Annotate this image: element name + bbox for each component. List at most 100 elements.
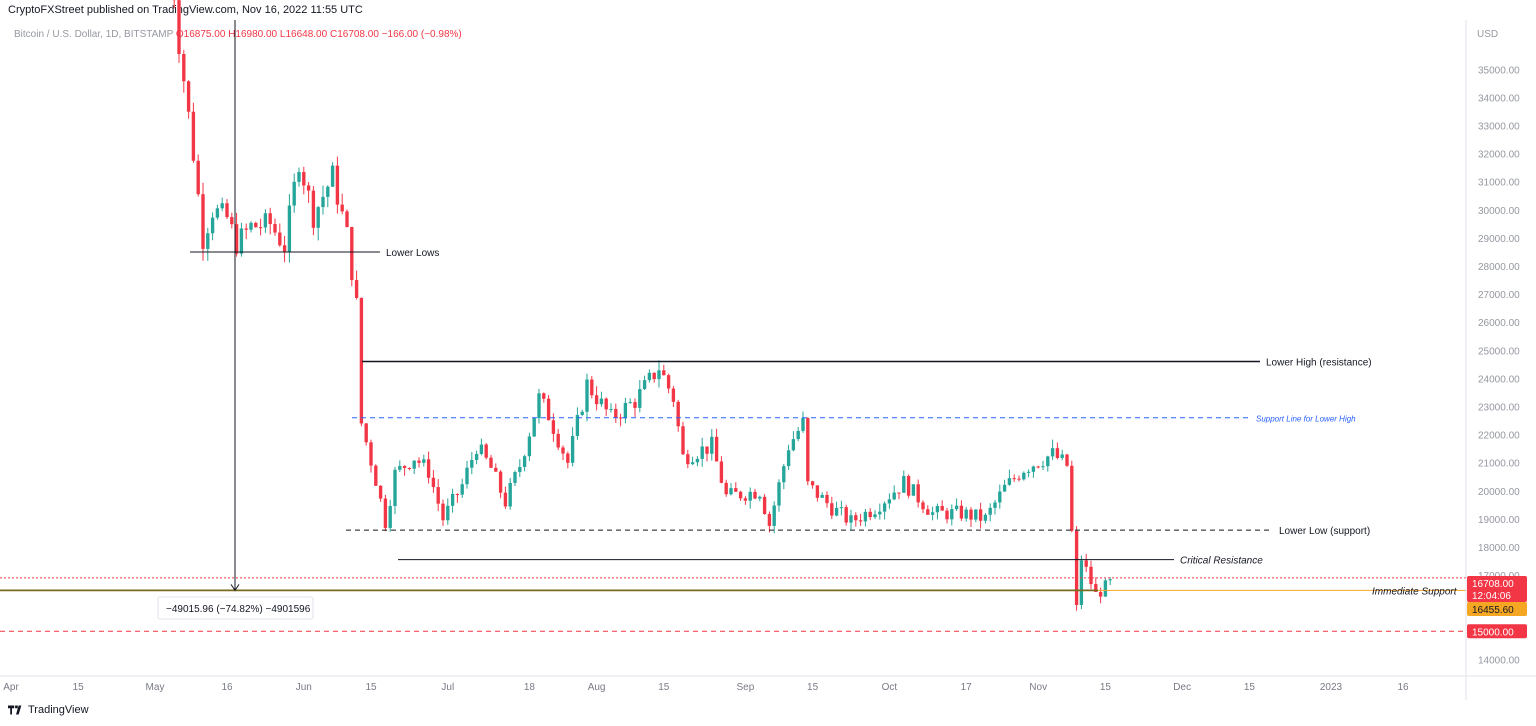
candle-body <box>1012 478 1016 480</box>
candle-body <box>743 498 748 501</box>
candle-body <box>498 471 503 493</box>
candle-body <box>801 418 805 431</box>
candle-body <box>393 469 397 507</box>
candle-body <box>892 492 896 500</box>
candle-body <box>690 462 695 465</box>
candle-down <box>436 479 440 511</box>
candle-body <box>897 492 901 494</box>
candle-body <box>378 485 383 499</box>
candle-up <box>1079 555 1084 610</box>
candle-up <box>1031 465 1036 478</box>
candle-body <box>225 203 229 218</box>
candle-up <box>522 454 527 472</box>
candle-body <box>738 491 743 499</box>
candle-down <box>484 443 488 460</box>
candle-body <box>527 436 532 457</box>
candle-body <box>446 505 450 521</box>
candle-body <box>854 515 858 521</box>
candle-up <box>695 456 700 467</box>
candle-up <box>263 209 268 233</box>
candle-down <box>369 439 373 473</box>
candle-up <box>638 379 642 413</box>
candle-down <box>1074 526 1079 611</box>
candle-body <box>422 459 426 463</box>
candle-body <box>177 0 181 54</box>
candle-body <box>1022 472 1026 480</box>
candle-up <box>287 193 292 263</box>
candle-down <box>666 373 671 394</box>
candle-body <box>326 186 330 197</box>
candle-up <box>791 431 796 452</box>
candle-body <box>479 444 484 455</box>
candle-body <box>402 465 407 468</box>
candle-down <box>186 80 191 119</box>
critical-resistance-label: Critical Resistance <box>1180 556 1263 567</box>
candle-body <box>561 447 565 454</box>
candle-up <box>580 409 584 417</box>
candle-down <box>201 182 205 261</box>
candle-up <box>326 185 330 208</box>
ohlc-high: H16980.00 <box>228 29 278 40</box>
candle-down <box>714 428 719 462</box>
candle-body <box>426 459 431 478</box>
candle-down <box>503 486 508 509</box>
candle-body <box>273 223 277 233</box>
support-line-label: Support Line for Lower High <box>1256 415 1356 424</box>
candle-body <box>652 372 656 380</box>
y-tick-label: 21000.00 <box>1478 459 1520 470</box>
candle-down <box>566 451 570 469</box>
candle-down <box>618 413 623 427</box>
measure-box <box>157 596 314 620</box>
candle-body <box>695 458 700 463</box>
candle-body <box>1079 560 1084 605</box>
candle-body <box>350 226 354 281</box>
candle-body <box>753 491 757 499</box>
candle-body <box>642 380 647 390</box>
candle-up <box>446 498 450 525</box>
candle-body <box>686 454 690 465</box>
candle-up <box>474 450 479 465</box>
candle-body <box>1108 579 1112 581</box>
candle-down <box>662 364 666 376</box>
ohlc-low: L16648.00 <box>279 29 328 40</box>
candle-body <box>974 509 978 520</box>
candle-body <box>292 181 296 206</box>
candle-up <box>609 403 613 413</box>
candle-down <box>743 496 748 505</box>
candle-body <box>710 436 714 454</box>
candle-up <box>518 459 522 477</box>
candle-body <box>796 430 800 440</box>
candle-up <box>1103 578 1108 597</box>
candle-down <box>767 511 772 533</box>
candle-body <box>210 217 215 234</box>
candle-body <box>628 402 632 404</box>
candle-up <box>988 503 992 522</box>
candle-body <box>863 511 868 522</box>
candle-down <box>196 154 200 197</box>
ohlc-open: O16875.00 <box>175 29 226 40</box>
candle-body <box>825 494 829 504</box>
candle-down <box>1017 475 1021 482</box>
candle-down <box>254 221 258 228</box>
candle-down <box>374 464 378 486</box>
candle-body <box>345 211 349 227</box>
candle-down <box>604 397 608 417</box>
candle-body <box>978 509 983 521</box>
candle-body <box>647 372 652 381</box>
candle-up <box>777 479 781 512</box>
candle-down <box>815 485 820 502</box>
candle-up <box>878 503 882 520</box>
y-tick-label: 20000.00 <box>1478 487 1520 498</box>
candle-body <box>791 439 796 451</box>
candle-down <box>940 500 944 511</box>
candle-body <box>657 370 661 380</box>
candle-down <box>230 212 234 229</box>
candle-up <box>1060 449 1064 461</box>
candle-body <box>1002 484 1007 492</box>
candle-body <box>455 493 460 495</box>
candle-up <box>599 391 604 407</box>
measure-label: −49015.96 (−74.82%) −4901596 <box>166 604 311 615</box>
candle-body <box>503 492 508 507</box>
candle-up <box>321 185 325 215</box>
